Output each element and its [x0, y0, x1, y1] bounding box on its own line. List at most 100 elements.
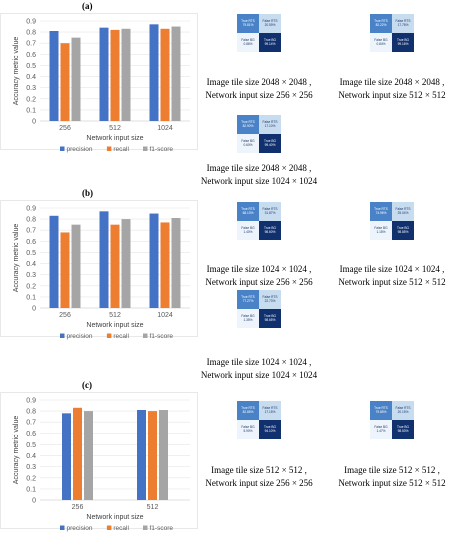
x-tick-label: 512 — [147, 504, 159, 511]
matrix-cell-value: 98.65% — [264, 318, 276, 322]
matrix-cell-value: 77.27% — [242, 299, 254, 303]
x-tick-label: 1024 — [157, 125, 173, 132]
caption-line: Network input size 256 × 256 — [205, 277, 313, 287]
matrix-cell-label: True BG — [264, 38, 276, 42]
matrix-cell-value: 79.81% — [242, 23, 254, 27]
matrix-cell-label: True RTS — [241, 207, 255, 211]
panel-label: (b) — [82, 188, 93, 198]
x-axis-label: Network input size — [86, 322, 143, 329]
matrix-cell-label: False BG — [241, 314, 255, 318]
confusion-matrix: True RTS 68.13% False RTS 31.87% False BG 1.4… — [237, 202, 281, 240]
matrix-cell-label: False BG — [241, 226, 255, 230]
matrix-cell-value: 1.15% — [376, 230, 386, 234]
matrix-cell-label: False BG — [241, 139, 255, 143]
bar-recall-1024 — [160, 28, 170, 121]
chart-frame — [0, 200, 198, 337]
matrix-cell-label: True RTS — [374, 406, 388, 410]
matrix-cell-label: False RTS — [395, 19, 411, 23]
matrix-caption: Image tile size 2048 × 2048 , Network inp… — [322, 76, 462, 102]
matrix-cell-value: 1.40% — [243, 230, 253, 234]
matrix-cell: True BG 98.60% — [259, 221, 281, 240]
matrix-cell: False RTS 25.04% — [392, 202, 414, 221]
y-tick-label: 0.8 — [26, 409, 36, 416]
x-tick-label: 1024 — [157, 312, 173, 319]
y-tick-label: 0.7 — [26, 228, 36, 235]
bar-precision-1024 — [149, 24, 159, 122]
y-tick-label: 0.6 — [26, 52, 36, 59]
matrix-cell-label: True BG — [397, 38, 409, 42]
matrix-caption: Image tile size 1024 × 1024 , Network inp… — [189, 356, 329, 382]
bar-precision-256 — [62, 413, 71, 500]
x-tick-label: 256 — [72, 504, 84, 511]
y-tick-label: 0.5 — [26, 442, 36, 449]
legend-swatch — [60, 333, 65, 338]
matrix-cell-value: 82.90% — [242, 124, 254, 128]
matrix-cell: False BG 1.15% — [370, 221, 392, 240]
legend-swatch — [143, 146, 148, 151]
caption-line: Network input size 256 × 256 — [205, 478, 313, 488]
matrix-cell-label: False RTS — [262, 406, 278, 410]
confusion-matrix: True RTS 77.27% False RTS 22.73% False BG 1.3… — [237, 290, 281, 328]
matrix-cell-label: False BG — [374, 425, 388, 429]
y-tick-label: 0.8 — [26, 30, 36, 37]
caption-line: Network input size 1024 × 1024 — [200, 176, 318, 186]
matrix-cell: True RTS 74.96% — [370, 202, 392, 221]
matrix-cell: False RTS 22.73% — [259, 290, 281, 309]
bar-recall-512 — [110, 29, 120, 122]
legend-label: recall — [113, 525, 129, 532]
matrix-cell-label: False BG — [374, 38, 388, 42]
matrix-caption: Image tile size 1024 × 1024 , Network inp… — [322, 263, 462, 289]
matrix-cell: False RTS 20.59% — [259, 14, 281, 33]
x-tick-label: 512 — [109, 125, 121, 132]
matrix-cell-value: 94.10% — [264, 429, 276, 433]
y-tick-label: 0.9 — [26, 19, 36, 26]
matrix-cell: True RTS 82.85% — [237, 401, 259, 420]
matrix-cell: True RTS 68.13% — [237, 202, 259, 221]
matrix-cell-label: True RTS — [241, 120, 255, 124]
matrix-cell: True BG 94.10% — [259, 420, 281, 439]
caption-line: Image tile size 1024 × 1024 , — [206, 264, 312, 274]
matrix-cell-label: False BG — [374, 226, 388, 230]
matrix-cell: False RTS 31.87% — [259, 202, 281, 221]
bar-recall-512 — [110, 224, 120, 308]
panel-label: (c) — [82, 380, 92, 390]
x-axis-label: Network input size — [86, 514, 143, 521]
bar-chart: 0 0.1 0.2 0.3 0.4 0.5 0.6 0.7 0.8 0.9 Accuracy met… — [0, 200, 200, 340]
legend-label: precision — [67, 525, 93, 532]
caption-line: Network input size 256 × 256 — [205, 90, 313, 100]
legend-swatch — [143, 333, 148, 338]
y-tick-label: 0.5 — [26, 250, 36, 257]
bar-f1-score-1024 — [171, 26, 181, 121]
legend-label: recall — [113, 333, 129, 340]
matrix-cell-label: False RTS — [262, 295, 278, 299]
matrix-cell-label: False RTS — [262, 19, 278, 23]
matrix-cell-label: True BG — [264, 226, 276, 230]
y-tick-label: 0.2 — [26, 475, 36, 482]
bar-f1-score-512 — [121, 28, 131, 121]
legend-swatch — [60, 146, 65, 151]
bar-f1-score-1024 — [171, 218, 181, 308]
y-tick-label: 0.7 — [26, 41, 36, 48]
matrix-cell-value: 20.15% — [397, 410, 409, 414]
caption-line: Image tile size 2048 × 2048 , — [206, 77, 312, 87]
caption-line: Image tile size 1024 × 1024 , — [339, 264, 445, 274]
matrix-cell: True BG 98.85% — [392, 221, 414, 240]
bar-recall-256 — [60, 43, 70, 121]
matrix-cell-value: 5.90% — [243, 429, 253, 433]
legend-label: f1-score — [150, 525, 174, 532]
x-tick-label: 256 — [59, 312, 71, 319]
caption-line: Network input size 1024 × 1024 — [200, 370, 318, 380]
matrix-cell: True BG 98.53% — [392, 420, 414, 439]
y-tick-label: 0.4 — [26, 453, 36, 460]
y-tick-label: 0.9 — [26, 398, 36, 405]
y-tick-label: 0.4 — [26, 261, 36, 268]
matrix-cell-value: 0.86% — [243, 42, 253, 46]
matrix-caption: Image tile size 512 × 512 , Network input… — [189, 464, 329, 490]
matrix-cell-value: 20.59% — [264, 23, 276, 27]
matrix-cell-value: 82.85% — [242, 410, 254, 414]
caption-line: Image tile size 2048 × 2048 , — [339, 77, 445, 87]
bar-f1-score-256 — [84, 411, 93, 500]
bar-precision-512 — [99, 211, 109, 308]
matrix-caption: Image tile size 1024 × 1024 , Network inp… — [189, 263, 329, 289]
matrix-cell: False BG 0.86% — [237, 33, 259, 52]
